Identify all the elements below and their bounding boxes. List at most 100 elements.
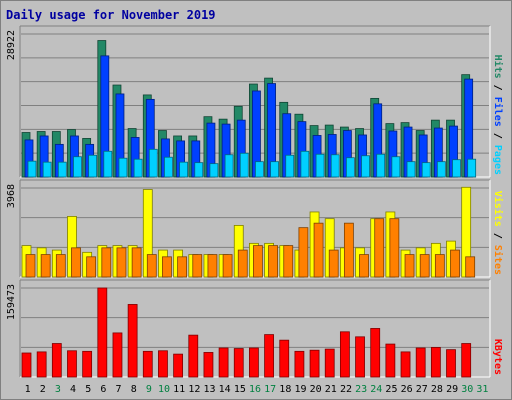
- bar-pages-day-29: [452, 159, 461, 178]
- bar-sites-day-6: [101, 247, 112, 278]
- bar-kbytes-day-4: [67, 350, 77, 378]
- bar-sites-day-26: [404, 254, 415, 278]
- bar-pages-day-15: [239, 152, 249, 178]
- bar-sites-day-29: [450, 249, 460, 278]
- bar-sites-day-1: [25, 254, 36, 278]
- bar-pages-day-3: [57, 161, 67, 178]
- bar-pages-day-23: [361, 155, 370, 178]
- bar-pages-day-24: [376, 153, 386, 178]
- x-label-day-11: 11: [173, 384, 185, 395]
- bar-kbytes-day-9: [142, 350, 153, 378]
- y-tick-label: 3968: [6, 184, 17, 208]
- bar-pages-day-14: [224, 154, 234, 178]
- bar-pages-day-4: [73, 156, 82, 178]
- x-label-day-4: 4: [70, 384, 76, 395]
- x-label-day-16: 16: [249, 384, 261, 395]
- bar-kbytes-day-18: [279, 339, 290, 378]
- bar-sites-day-2: [40, 254, 51, 278]
- bar-pages-day-18: [285, 154, 295, 178]
- x-label-day-20: 20: [310, 384, 322, 395]
- bar-pages-day-8: [133, 158, 143, 178]
- x-label-day-29: 29: [446, 384, 458, 395]
- x-label-day-8: 8: [131, 384, 137, 395]
- x-label-day-27: 27: [416, 384, 428, 395]
- x-label-day-26: 26: [401, 384, 413, 395]
- bar-sites-day-7: [116, 247, 127, 278]
- x-label-day-24: 24: [370, 384, 382, 395]
- legend-item-sites: Sites: [492, 245, 504, 275]
- bar-kbytes-day-20: [309, 349, 320, 378]
- bar-sites-day-30: [465, 256, 476, 278]
- x-label-day-9: 9: [146, 384, 152, 395]
- legend-kbytes: KBytes: [492, 339, 503, 375]
- bar-pages-day-20: [315, 153, 325, 178]
- bar-pages-day-9: [148, 148, 158, 178]
- x-label-day-19: 19: [294, 384, 306, 395]
- bar-kbytes-day-19: [294, 350, 305, 378]
- x-label-day-7: 7: [116, 384, 122, 395]
- bar-kbytes-day-11: [173, 353, 184, 378]
- y-tick-label: 28922: [6, 30, 17, 60]
- bar-kbytes-day-7: [112, 332, 123, 378]
- bar-pages-day-16: [255, 161, 264, 178]
- bar-pages-day-11: [179, 161, 189, 178]
- bar-kbytes-day-17: [264, 334, 274, 378]
- x-label-day-17: 17: [264, 384, 276, 395]
- bar-sites-day-11: [177, 256, 188, 278]
- x-label-day-15: 15: [234, 384, 246, 395]
- bar-pages-day-12: [194, 162, 204, 178]
- legend-item-pages: Pages: [492, 145, 503, 175]
- bar-pages-day-28: [436, 161, 446, 178]
- x-label-day-12: 12: [188, 384, 200, 395]
- x-label-day-31: 31: [476, 384, 488, 395]
- bar-pages-day-13: [209, 163, 219, 178]
- bar-sites-day-24: [374, 218, 385, 278]
- x-label-day-1: 1: [25, 384, 31, 395]
- x-label-day-23: 23: [355, 384, 367, 395]
- bar-sites-day-25: [389, 218, 400, 278]
- bar-kbytes-day-5: [82, 350, 93, 378]
- bar-kbytes-day-6: [97, 287, 108, 378]
- bar-kbytes-day-3: [51, 343, 62, 378]
- x-label-day-10: 10: [158, 384, 170, 395]
- bar-sites-day-21: [328, 249, 339, 278]
- bar-kbytes-day-21: [324, 348, 335, 378]
- bar-kbytes-day-2: [36, 351, 47, 378]
- bar-kbytes-day-28: [430, 347, 441, 378]
- bar-kbytes-day-1: [21, 352, 32, 378]
- bar-sites-day-27: [419, 254, 430, 278]
- bar-pages-day-21: [330, 154, 340, 178]
- bar-kbytes-day-14: [218, 347, 229, 378]
- bar-pages-day-2: [42, 161, 52, 178]
- bar-sites-day-9: [146, 254, 157, 278]
- bar-sites-day-22: [343, 222, 354, 278]
- x-label-day-21: 21: [325, 384, 337, 395]
- bar-pages-day-1: [27, 160, 37, 178]
- bar-sites-day-8: [131, 247, 142, 278]
- bar-pages-day-6: [103, 150, 113, 178]
- bar-kbytes-day-30: [461, 343, 472, 378]
- bar-pages-day-25: [391, 156, 401, 178]
- bar-kbytes-day-22: [339, 331, 350, 378]
- bar-kbytes-day-23: [355, 336, 365, 378]
- legend-visits-sites: Visits / Sites: [492, 191, 504, 275]
- bar-sites-day-4: [71, 247, 81, 278]
- bar-sites-day-14: [222, 254, 233, 278]
- bar-pages-day-27: [421, 162, 431, 178]
- legend-hits-files-pages: Hits / Files / Pages: [492, 55, 504, 175]
- legend-separator: /: [492, 127, 503, 145]
- x-label-day-14: 14: [219, 384, 231, 395]
- bar-kbytes-day-15: [233, 348, 244, 378]
- x-label-day-2: 2: [40, 384, 46, 395]
- bar-kbytes-day-13: [203, 352, 214, 378]
- legend-item-kbytes: KBytes: [492, 339, 503, 375]
- bar-pages-day-30: [467, 158, 477, 178]
- bar-sites-day-10: [162, 256, 172, 278]
- legend-item-visits: Visits: [492, 191, 504, 227]
- x-label-day-28: 28: [431, 384, 443, 395]
- bar-sites-day-13: [207, 254, 218, 278]
- bar-pages-day-7: [118, 157, 128, 178]
- bar-pages-day-17: [270, 161, 279, 178]
- x-label-day-6: 6: [100, 384, 106, 395]
